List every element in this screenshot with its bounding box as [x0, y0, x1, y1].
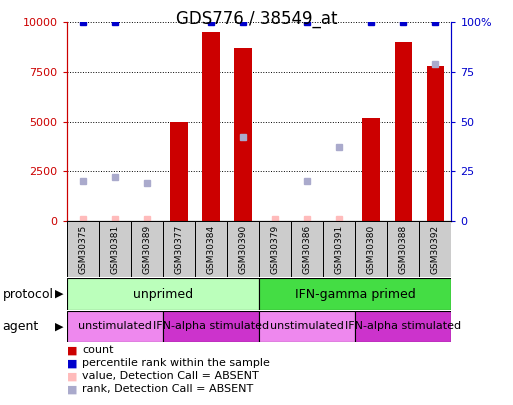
Bar: [259, 221, 291, 277]
Text: GSM30377: GSM30377: [174, 224, 184, 274]
Bar: [227, 221, 259, 277]
Text: ■: ■: [67, 358, 77, 368]
Text: GSM30379: GSM30379: [270, 224, 280, 274]
Text: IFN-alpha stimulated: IFN-alpha stimulated: [345, 322, 461, 331]
Text: ■: ■: [67, 345, 77, 355]
Text: GDS776 / 38549_at: GDS776 / 38549_at: [176, 10, 337, 28]
Bar: [67, 278, 259, 310]
Bar: [234, 48, 252, 221]
Bar: [67, 221, 98, 277]
Bar: [163, 221, 195, 277]
Text: count: count: [82, 345, 113, 355]
Text: unprimed: unprimed: [133, 288, 193, 301]
Bar: [98, 221, 131, 277]
Bar: [291, 221, 323, 277]
Bar: [195, 221, 227, 277]
Text: unstimulated: unstimulated: [270, 322, 344, 331]
Text: rank, Detection Call = ABSENT: rank, Detection Call = ABSENT: [82, 384, 253, 394]
Bar: [363, 117, 380, 221]
Text: GSM30380: GSM30380: [367, 224, 376, 274]
Text: GSM30384: GSM30384: [206, 224, 215, 274]
Text: protocol: protocol: [3, 288, 53, 301]
Bar: [259, 311, 355, 342]
Text: GSM30392: GSM30392: [431, 224, 440, 274]
Text: ▶: ▶: [55, 322, 63, 331]
Text: GSM30386: GSM30386: [303, 224, 312, 274]
Bar: [355, 221, 387, 277]
Bar: [67, 311, 163, 342]
Bar: [163, 311, 259, 342]
Bar: [170, 122, 188, 221]
Text: percentile rank within the sample: percentile rank within the sample: [82, 358, 270, 368]
Text: GSM30391: GSM30391: [334, 224, 344, 274]
Bar: [259, 278, 451, 310]
Text: GSM30390: GSM30390: [239, 224, 248, 274]
Bar: [394, 42, 412, 221]
Text: GSM30375: GSM30375: [78, 224, 87, 274]
Bar: [427, 66, 444, 221]
Text: value, Detection Call = ABSENT: value, Detection Call = ABSENT: [82, 371, 259, 381]
Text: unstimulated: unstimulated: [78, 322, 152, 331]
Bar: [131, 221, 163, 277]
Text: ■: ■: [67, 384, 77, 394]
Text: ■: ■: [67, 371, 77, 381]
Text: ▶: ▶: [55, 289, 63, 299]
Text: GSM30389: GSM30389: [142, 224, 151, 274]
Text: agent: agent: [3, 320, 39, 333]
Bar: [355, 311, 451, 342]
Text: IFN-gamma primed: IFN-gamma primed: [295, 288, 416, 301]
Bar: [420, 221, 451, 277]
Bar: [323, 221, 355, 277]
Bar: [202, 32, 220, 221]
Text: GSM30388: GSM30388: [399, 224, 408, 274]
Bar: [387, 221, 420, 277]
Text: IFN-alpha stimulated: IFN-alpha stimulated: [153, 322, 269, 331]
Text: GSM30381: GSM30381: [110, 224, 120, 274]
